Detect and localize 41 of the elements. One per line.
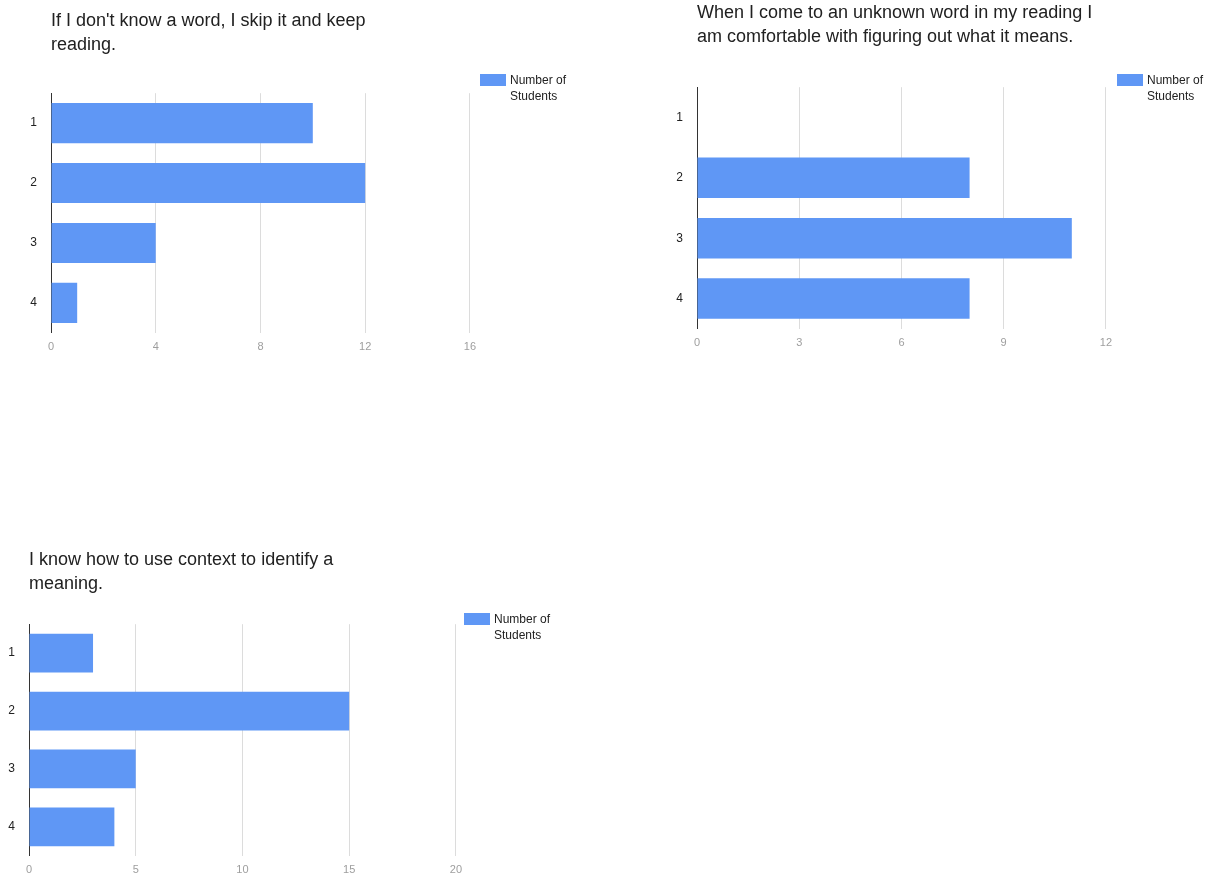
x-tick-label: 12 [359,340,372,353]
y-tick-label: 2 [8,703,16,718]
y-tick-label: 4 [30,295,38,310]
y-tick-label: 2 [676,170,684,185]
x-tick-label: 5 [132,863,139,876]
x-tick-label: 16 [463,340,477,353]
bar [29,807,115,847]
x-tick-label: 20 [449,863,463,876]
y-tick-label: 3 [30,235,38,250]
x-tick-label: 8 [257,340,264,353]
y-tick-label: 1 [8,645,16,660]
chart-title: When I come to an unknown word in my reading I am comfortable with figuring out what it means. [697,1,1094,48]
legend-label: Number of Students [1147,72,1205,104]
y-tick-label: 3 [8,761,16,776]
x-tick-label: 0 [25,863,33,876]
bar [51,103,313,144]
x-tick-label: 4 [152,340,159,353]
y-tick-label: 2 [30,175,38,190]
x-tick-label: 15 [343,863,356,876]
x-tick-label: 10 [236,863,249,876]
x-tick-label: 9 [1000,336,1007,349]
chart-title: If I don't know a word, I skip it and keep reading. [51,9,367,56]
bar [51,282,78,323]
y-tick-label: 1 [30,115,38,130]
bar [51,222,156,264]
x-tick-label: 3 [796,336,803,349]
y-tick-label: 4 [8,819,16,834]
x-tick-label: 12 [1099,336,1113,349]
legend-label: Number of Students [494,611,552,643]
bar [29,749,136,789]
chart-title: I know how to use context to identify a meaning. [29,548,335,595]
y-tick-label: 3 [676,230,684,245]
bar [29,633,94,673]
x-tick-label: 0 [693,336,701,349]
bar [29,691,350,731]
x-tick-label: 6 [898,336,905,349]
bar [51,162,366,204]
y-tick-label: 1 [676,109,684,124]
y-tick-label: 4 [676,290,684,305]
x-tick-label: 0 [47,340,55,353]
legend-label: Number of Students [510,72,568,104]
